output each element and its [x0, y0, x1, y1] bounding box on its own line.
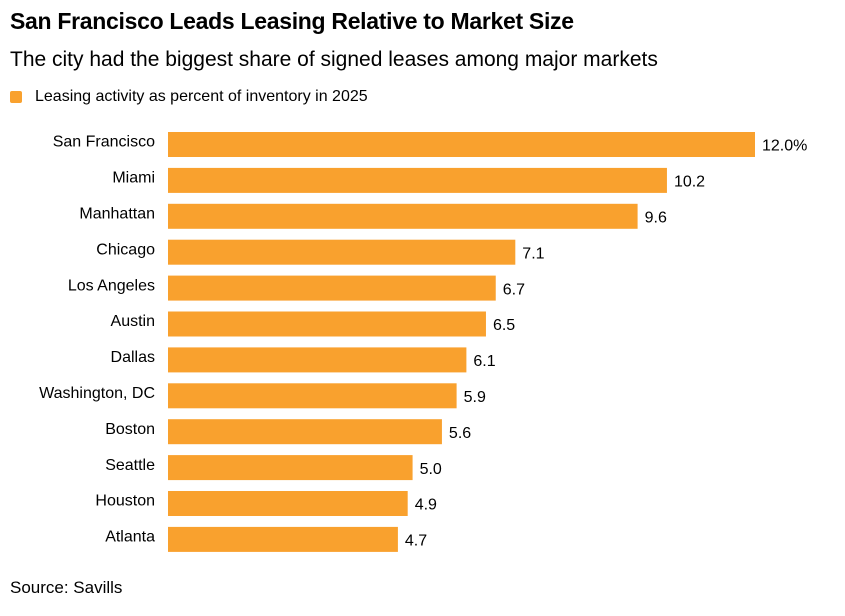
legend: Leasing activity as percent of inventory… — [10, 88, 368, 106]
category-label: Dallas — [111, 349, 155, 366]
bar — [168, 239, 516, 265]
source-note: Source: Savills — [10, 578, 123, 597]
chart-subtitle: The city had the biggest share of signed… — [10, 48, 658, 71]
bar — [168, 491, 408, 516]
legend-swatch — [10, 91, 22, 103]
data-label: 6.1 — [473, 353, 495, 370]
bar — [168, 347, 467, 373]
category-label: Atlanta — [105, 529, 155, 546]
bar — [168, 132, 755, 157]
legend-label: Leasing activity as percent of inventory… — [35, 88, 368, 105]
bar — [168, 455, 413, 481]
bar — [168, 275, 496, 301]
chart-title: San Francisco Leads Leasing Relative to … — [10, 8, 574, 34]
data-label: 5.0 — [420, 461, 442, 478]
bar — [168, 419, 442, 445]
category-label: San Francisco — [53, 134, 155, 151]
category-label: Seattle — [105, 457, 155, 474]
category-label: Chicago — [96, 241, 155, 258]
data-label: 5.9 — [464, 389, 486, 406]
bar — [168, 311, 486, 337]
data-label: 6.7 — [503, 281, 525, 298]
data-label: 5.6 — [449, 425, 471, 442]
data-label: 4.9 — [415, 497, 437, 514]
category-label: Miami — [112, 170, 155, 187]
category-label: Austin — [111, 313, 155, 330]
bar — [168, 526, 398, 552]
data-label: 6.5 — [493, 317, 515, 334]
data-label: 7.1 — [522, 245, 544, 262]
category-label: Houston — [95, 493, 155, 510]
bar — [168, 167, 667, 193]
bar — [168, 203, 638, 229]
data-label: 10.2 — [674, 174, 705, 191]
category-label: Manhattan — [79, 206, 155, 223]
data-label: 4.7 — [405, 533, 427, 550]
bar — [168, 383, 457, 409]
data-label: 9.6 — [645, 210, 667, 227]
data-label: 12.0% — [762, 138, 807, 155]
category-label: Boston — [105, 421, 155, 438]
category-label: Washington, DC — [39, 385, 155, 402]
category-label: Los Angeles — [68, 277, 155, 294]
